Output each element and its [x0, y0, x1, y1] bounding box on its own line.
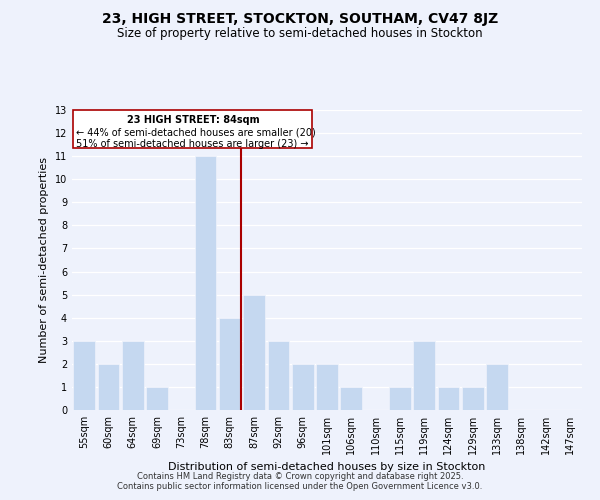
- Bar: [340, 387, 362, 410]
- Bar: [73, 341, 95, 410]
- Bar: [437, 387, 460, 410]
- Text: 23 HIGH STREET: 84sqm: 23 HIGH STREET: 84sqm: [127, 115, 259, 125]
- Text: Contains public sector information licensed under the Open Government Licence v3: Contains public sector information licen…: [118, 482, 482, 491]
- Bar: [292, 364, 314, 410]
- Bar: [389, 387, 411, 410]
- FancyBboxPatch shape: [73, 110, 313, 148]
- Bar: [122, 341, 143, 410]
- X-axis label: Distribution of semi-detached houses by size in Stockton: Distribution of semi-detached houses by …: [169, 462, 485, 472]
- Bar: [486, 364, 508, 410]
- Bar: [413, 341, 435, 410]
- Text: Contains HM Land Registry data © Crown copyright and database right 2025.: Contains HM Land Registry data © Crown c…: [137, 472, 463, 481]
- Y-axis label: Number of semi-detached properties: Number of semi-detached properties: [39, 157, 49, 363]
- Bar: [268, 341, 289, 410]
- Text: Size of property relative to semi-detached houses in Stockton: Size of property relative to semi-detach…: [117, 28, 483, 40]
- Text: 23, HIGH STREET, STOCKTON, SOUTHAM, CV47 8JZ: 23, HIGH STREET, STOCKTON, SOUTHAM, CV47…: [102, 12, 498, 26]
- Bar: [243, 294, 265, 410]
- Bar: [194, 156, 217, 410]
- Bar: [97, 364, 119, 410]
- Bar: [316, 364, 338, 410]
- Bar: [462, 387, 484, 410]
- Text: ← 44% of semi-detached houses are smaller (20): ← 44% of semi-detached houses are smalle…: [76, 128, 316, 138]
- Text: 51% of semi-detached houses are larger (23) →: 51% of semi-detached houses are larger (…: [76, 139, 308, 149]
- Bar: [219, 318, 241, 410]
- Bar: [146, 387, 168, 410]
